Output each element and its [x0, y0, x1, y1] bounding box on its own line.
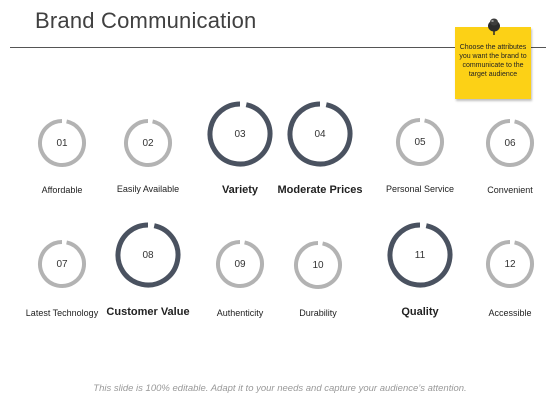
attribute-number: 09 — [234, 258, 246, 270]
sticky-note-text: Choose the attributes you want the brand… — [459, 44, 527, 78]
attribute-label: Customer Value — [106, 306, 190, 318]
attribute-label: Affordable — [41, 185, 83, 195]
attribute-label: Personal Service — [385, 184, 455, 194]
attribute-number: 12 — [504, 258, 516, 270]
title-divider — [10, 47, 546, 48]
attribute-number: 04 — [314, 128, 326, 140]
progress-ring: 07 — [36, 238, 88, 290]
pushpin-icon — [488, 18, 500, 35]
attribute-number: 02 — [142, 137, 154, 149]
progress-ring: 04 — [285, 99, 355, 169]
attribute-number: 05 — [414, 136, 426, 148]
attribute-number: 08 — [142, 249, 154, 261]
attribute-label: Latest Technology — [25, 308, 99, 318]
attribute-number: 10 — [312, 259, 324, 271]
attribute-label: Quality — [401, 306, 439, 318]
attribute-label: Authenticity — [216, 308, 264, 318]
attribute-label: Convenient — [487, 185, 533, 195]
attribute-number: 06 — [504, 137, 516, 149]
progress-ring: 06 — [484, 117, 536, 169]
attribute-number: 07 — [56, 258, 68, 270]
attribute-number: 01 — [56, 137, 68, 149]
progress-ring: 05 — [394, 116, 446, 168]
progress-ring: 11 — [385, 220, 455, 290]
progress-ring: 10 — [292, 239, 344, 291]
progress-ring: 01 — [36, 117, 88, 169]
attribute-number: 03 — [234, 128, 246, 140]
attribute-label: Moderate Prices — [277, 184, 363, 196]
attribute-number: 11 — [414, 249, 426, 261]
progress-ring: 02 — [122, 117, 174, 169]
progress-ring: 12 — [484, 238, 536, 290]
progress-ring: 03 — [205, 99, 275, 169]
attribute-label: Durability — [299, 308, 337, 318]
progress-ring: 08 — [113, 220, 183, 290]
attribute-label: Variety — [221, 184, 259, 196]
attribute-label: Easily Available — [116, 184, 180, 194]
attribute-label: Accessible — [488, 308, 532, 318]
progress-ring: 09 — [214, 238, 266, 290]
footer-note: This slide is 100% editable. Adapt it to… — [93, 383, 467, 394]
slide-title: Brand Communication — [35, 8, 257, 33]
sticky-note: Choose the attributes you want the brand… — [455, 27, 531, 99]
